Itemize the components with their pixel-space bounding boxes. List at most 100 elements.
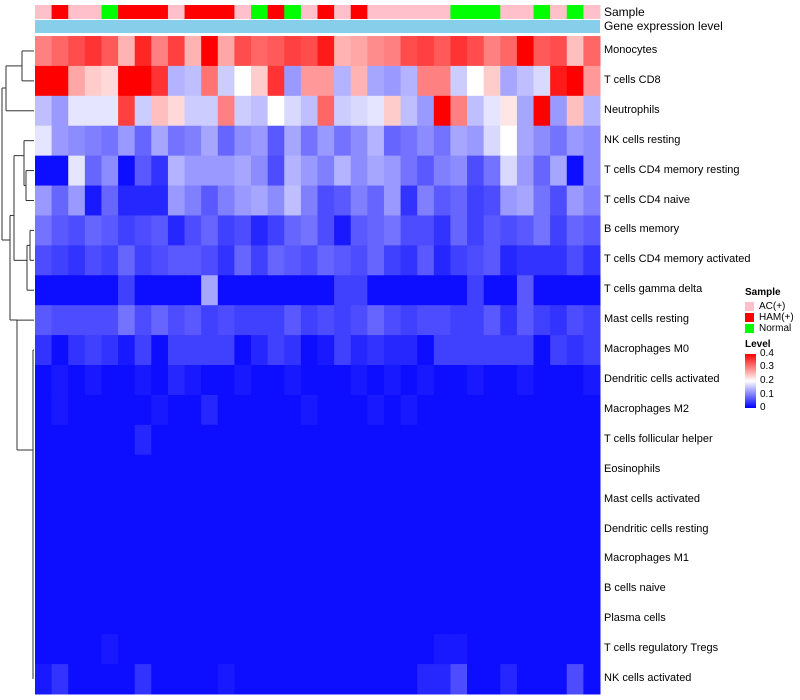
heatmap-cell xyxy=(550,484,568,516)
row-label: T cells CD4 memory activated xyxy=(604,253,751,266)
annotation-title-sample: Sample xyxy=(604,5,645,19)
heatmap-cell xyxy=(583,95,601,127)
heatmap-cell xyxy=(433,514,451,545)
heatmap-cell xyxy=(317,454,335,486)
heatmap-cell xyxy=(483,36,501,67)
legend-swatch-ham xyxy=(745,313,754,322)
heatmap-cell xyxy=(383,36,402,67)
heatmap-cell xyxy=(367,155,385,187)
sample-annotation-cell xyxy=(234,5,252,19)
heatmap-cell xyxy=(516,275,535,306)
heatmap-cell xyxy=(383,245,402,276)
sample-annotation-cell xyxy=(201,5,219,19)
legend-item-ham: HAM(+) xyxy=(745,312,800,323)
level-tick: 0.3 xyxy=(760,361,774,372)
heatmap-cell xyxy=(84,245,102,276)
heatmap-cell xyxy=(550,215,568,246)
heatmap-cell xyxy=(566,604,584,635)
heatmap-cell xyxy=(184,604,202,635)
heatmap-cell xyxy=(51,484,69,516)
heatmap-cell xyxy=(101,634,119,665)
sample-annotation-cell xyxy=(367,5,385,19)
heatmap-cell xyxy=(400,604,418,635)
row-label: T cells regulatory Tregs xyxy=(604,642,719,655)
heatmap-cell xyxy=(566,155,584,187)
heatmap-cell xyxy=(566,664,584,695)
heatmap-cell xyxy=(450,335,468,366)
heatmap-cell xyxy=(118,155,136,187)
heatmap-cell xyxy=(450,245,468,276)
heatmap-cell xyxy=(167,335,186,366)
heatmap-cell xyxy=(35,454,53,486)
heatmap-cell xyxy=(400,245,418,276)
heatmap-cell xyxy=(300,185,318,216)
heatmap-cell xyxy=(467,215,485,246)
heatmap-cell xyxy=(267,394,285,426)
heatmap-cell xyxy=(201,335,219,366)
heatmap-cell xyxy=(201,365,219,396)
heatmap-cell xyxy=(300,65,318,97)
heatmap-cell xyxy=(234,65,252,97)
heatmap-cell xyxy=(184,275,202,306)
heatmap-cell xyxy=(51,215,69,246)
heatmap-cell xyxy=(84,95,102,127)
heatmap-cell xyxy=(433,125,451,157)
heatmap-cell xyxy=(566,95,584,127)
heatmap-cell xyxy=(433,664,451,695)
heatmap-cell xyxy=(134,36,152,67)
heatmap-cell xyxy=(234,185,252,216)
heatmap-cell xyxy=(217,95,235,127)
heatmap-cell xyxy=(417,484,435,516)
heatmap-cell xyxy=(350,125,368,157)
heatmap-cell xyxy=(583,484,601,516)
heatmap-cell xyxy=(516,514,535,545)
legend-label-ac: AC(+) xyxy=(759,301,786,312)
heatmap-cell xyxy=(167,215,186,246)
heatmap-cell xyxy=(467,125,485,157)
heatmap-cell xyxy=(184,664,202,695)
heatmap-cell xyxy=(566,275,584,306)
heatmap-cell xyxy=(201,185,219,216)
sample-annotation-cell xyxy=(467,5,485,19)
heatmap-cell xyxy=(516,215,535,246)
heatmap-cell xyxy=(84,634,102,665)
heatmap-cell xyxy=(167,305,186,336)
heatmap-cell xyxy=(101,365,119,396)
heatmap-cell xyxy=(400,664,418,695)
heatmap-cell xyxy=(450,424,468,456)
heatmap-cell xyxy=(317,305,335,336)
row-label: NK cells activated xyxy=(604,672,692,685)
heatmap-cell xyxy=(334,604,352,635)
heatmap-cell xyxy=(450,664,468,695)
heatmap-cell xyxy=(134,275,152,306)
heatmap-cell xyxy=(400,365,418,396)
heatmap-cell xyxy=(201,305,219,336)
heatmap-cell xyxy=(251,65,269,97)
heatmap-cell xyxy=(500,36,518,67)
heatmap-cell xyxy=(201,95,219,127)
heatmap-cell xyxy=(51,604,69,635)
heatmap-cell xyxy=(583,125,601,157)
heatmap-cell xyxy=(51,574,69,605)
heatmap-cell xyxy=(367,664,385,695)
heatmap-cell xyxy=(234,484,252,516)
heatmap-cell xyxy=(433,215,451,246)
heatmap-cell xyxy=(383,394,402,426)
heatmap-cell xyxy=(284,95,302,127)
heatmap-cell xyxy=(334,335,352,366)
heatmap-cell xyxy=(417,394,435,426)
heatmap-cell xyxy=(51,65,69,97)
heatmap-cell xyxy=(51,664,69,695)
row-label: T cells CD4 naive xyxy=(604,193,690,206)
heatmap-cell xyxy=(201,664,219,695)
heatmap-cell xyxy=(167,125,186,157)
heatmap-cell xyxy=(167,155,186,187)
heatmap-cell xyxy=(201,544,219,575)
heatmap-cell xyxy=(550,36,568,67)
heatmap-cell xyxy=(201,275,219,306)
row-label: Mast cells resting xyxy=(604,313,689,326)
heatmap-cell xyxy=(51,275,69,306)
heatmap-cell xyxy=(251,185,269,216)
heatmap-cell xyxy=(51,305,69,336)
heatmap-cell xyxy=(251,514,269,545)
